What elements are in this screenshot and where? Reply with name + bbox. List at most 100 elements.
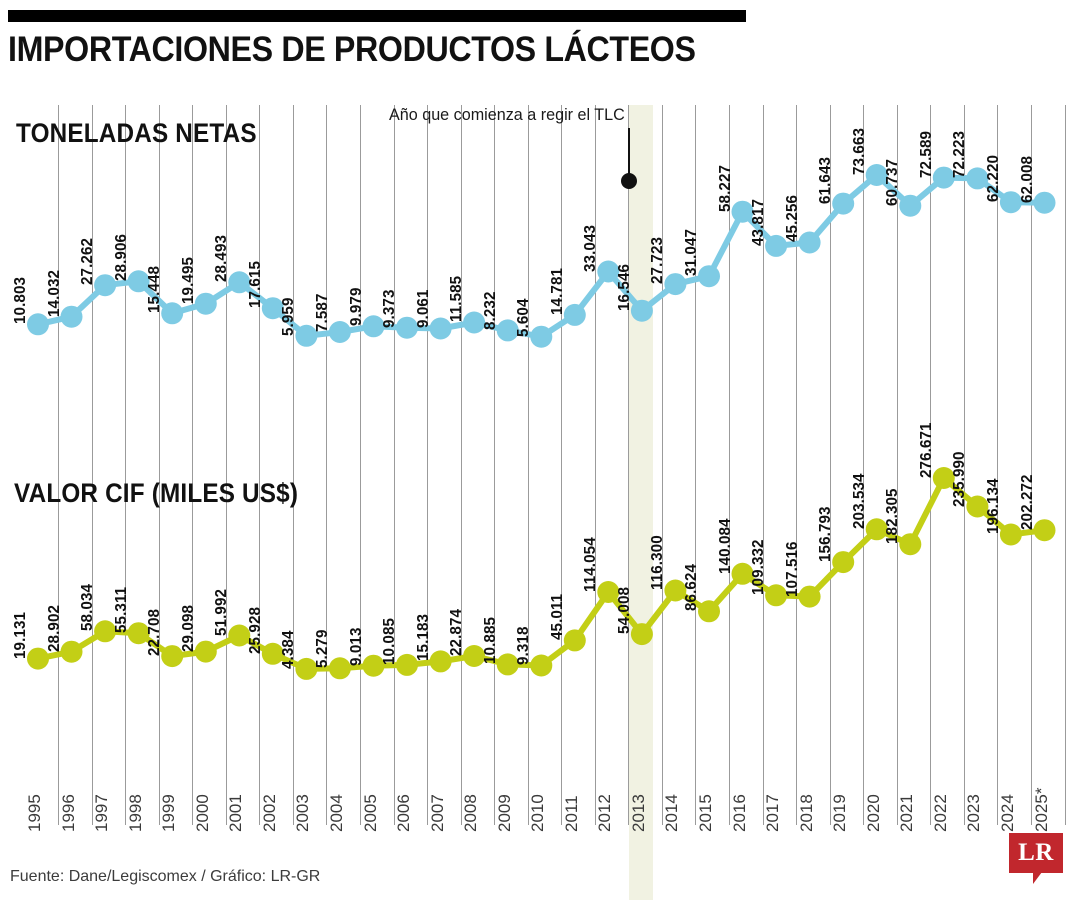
grid-line — [125, 105, 127, 825]
x-axis-label: 2014 — [662, 794, 682, 832]
data-point-marker — [563, 629, 586, 652]
data-point-marker — [530, 325, 553, 348]
x-axis-label: 2025* — [1031, 787, 1051, 832]
grid-line — [192, 105, 194, 825]
data-point-label: 28.906 — [112, 234, 130, 282]
data-point-label: 27.262 — [79, 238, 97, 286]
grid-line — [930, 105, 932, 825]
grid-line — [561, 105, 563, 825]
data-point-label: 9.061 — [414, 289, 432, 329]
data-point-label: 7.587 — [313, 293, 331, 332]
data-point-label: 109.332 — [750, 539, 768, 596]
grid-line — [292, 105, 294, 825]
grid-line — [661, 105, 663, 825]
data-point-label: 10.803 — [12, 277, 29, 325]
data-point-label: 62.220 — [984, 155, 1002, 203]
grid-line — [963, 105, 965, 825]
data-point-label: 58.227 — [716, 164, 734, 212]
page-title: IMPORTACIONES DE PRODUCTOS LÁCTEOS — [8, 30, 696, 69]
x-axis-label: 2017 — [763, 794, 783, 832]
x-axis-label: 2022 — [930, 794, 950, 832]
grid-line — [359, 105, 361, 825]
source-note: Fuente: Dane/Legiscomex / Gráfico: LR-GR — [10, 868, 321, 885]
grid-line — [829, 105, 831, 825]
data-point-label: 22.874 — [448, 608, 466, 656]
data-point-label: 19.131 — [12, 611, 29, 659]
tons-section-caption: TONELADAS NETAS — [16, 118, 257, 148]
lr-logo-text: LR — [1018, 839, 1054, 866]
data-point-label: 10.085 — [381, 617, 399, 665]
data-point-label: 15.183 — [414, 614, 432, 662]
x-axis-label: 2023 — [964, 794, 984, 832]
data-point-label: 31.047 — [683, 229, 700, 277]
x-axis-label: 2012 — [595, 794, 615, 832]
grid-line — [1064, 105, 1066, 825]
data-point-label: 28.902 — [45, 604, 63, 652]
data-point-label: 14.781 — [548, 267, 566, 315]
data-point-label: 235.990 — [951, 450, 969, 507]
data-point-label: 29.098 — [179, 604, 197, 652]
grid-line — [91, 105, 93, 825]
x-axis-label: 2016 — [729, 794, 749, 832]
grid-line — [695, 105, 697, 825]
data-point-label: 25.928 — [246, 606, 264, 654]
data-point-marker — [563, 303, 586, 326]
x-axis-label: 2006 — [394, 794, 414, 832]
grid-line — [393, 105, 395, 825]
data-point-marker — [698, 265, 720, 288]
grid-line — [158, 105, 160, 825]
x-axis-label: 2007 — [427, 794, 447, 832]
grid-line — [460, 105, 462, 825]
x-axis-label: 2020 — [863, 794, 883, 832]
data-point-marker — [698, 600, 720, 623]
x-axis-label: 2021 — [897, 794, 917, 832]
data-point-label: 45.011 — [548, 594, 566, 641]
data-point-label: 140.084 — [716, 518, 734, 574]
cif-section-caption: VALOR CIF (MILES US$) — [14, 478, 299, 508]
grid-line — [896, 105, 898, 825]
x-axis-label: 2008 — [461, 794, 481, 832]
tlc-annotation-dot — [621, 173, 638, 189]
x-axis-label: 2013 — [628, 794, 648, 832]
data-point-label: 9.979 — [347, 287, 365, 327]
data-point-label: 10.885 — [481, 617, 499, 665]
data-point-label: 114.054 — [582, 537, 600, 593]
grid-line — [796, 105, 798, 825]
x-axis-label: 2018 — [796, 794, 816, 832]
data-point-label: 5.604 — [515, 298, 533, 337]
x-axis-label: 1996 — [58, 794, 78, 832]
grid-line — [427, 105, 429, 825]
data-point-label: 276.671 — [917, 422, 935, 478]
data-point-label: 72.589 — [917, 130, 935, 178]
x-axis-label: 2015 — [696, 794, 715, 832]
x-axis-label: 2005 — [360, 794, 380, 832]
data-point-label: 19.495 — [179, 256, 197, 304]
data-point-label: 43.817 — [750, 198, 768, 246]
x-axis-label: 2002 — [259, 794, 279, 832]
data-point-label: 116.300 — [649, 535, 667, 591]
grid-line — [259, 105, 261, 825]
grid-line — [997, 105, 999, 825]
data-point-label: 17.615 — [246, 261, 264, 309]
grid-line — [225, 105, 227, 825]
tlc-annotation-leader-line — [628, 128, 631, 176]
grid-line — [628, 105, 630, 825]
data-point-label: 196.134 — [984, 478, 1002, 535]
data-point-label: 9.373 — [381, 289, 399, 328]
x-axis-label: 2000 — [192, 794, 212, 832]
data-point-label: 58.034 — [79, 584, 97, 632]
grid-line — [494, 105, 496, 825]
data-point-label: 14.032 — [45, 269, 63, 317]
x-axis-label: 2003 — [293, 794, 313, 832]
data-point-label: 16.546 — [615, 263, 633, 311]
data-point-label: 202.272 — [1018, 474, 1036, 531]
x-axis-label: 1997 — [92, 794, 112, 832]
grid-line — [729, 105, 730, 825]
data-point-label: 4.384 — [280, 630, 298, 669]
x-axis-label: 2009 — [494, 794, 514, 832]
data-point-label: 51.992 — [213, 588, 231, 636]
data-point-marker — [194, 640, 217, 663]
highlight-band-2012 — [629, 105, 654, 900]
data-point-label: 33.043 — [582, 224, 600, 272]
grid-line — [594, 105, 596, 825]
